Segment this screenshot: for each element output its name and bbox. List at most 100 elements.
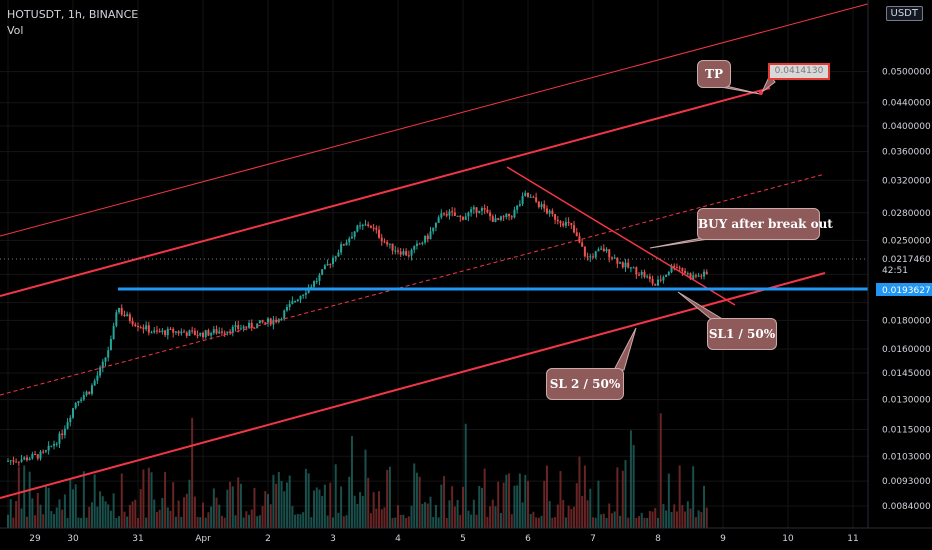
- candle-body: [619, 262, 622, 264]
- candle-body: [109, 338, 112, 351]
- candle-body: [678, 267, 681, 269]
- volume-bar: [394, 517, 397, 528]
- volume-bar: [272, 474, 275, 528]
- volume-bar: [564, 517, 567, 528]
- candle-body: [594, 251, 597, 258]
- volume-bar: [462, 486, 464, 528]
- x-tick-label: 10: [782, 534, 794, 544]
- candle-body: [23, 457, 26, 460]
- volume-bar: [55, 507, 58, 528]
- volume-bar: [128, 504, 131, 528]
- candle-body: [177, 331, 180, 334]
- volume-bar: [191, 417, 194, 528]
- currency-label[interactable]: USDT: [885, 6, 923, 21]
- volume-bar: [464, 423, 467, 528]
- candle-body: [15, 461, 18, 463]
- volume-bar: [372, 492, 375, 528]
- candle-body: [193, 330, 196, 336]
- volume-bar: [554, 517, 557, 528]
- volume-bar: [697, 510, 700, 528]
- volume-bar: [651, 511, 654, 528]
- volume-bar: [267, 494, 269, 528]
- volume-bar: [39, 504, 42, 528]
- volume-bar: [207, 512, 210, 528]
- candle-body: [583, 246, 586, 257]
- candle-body: [7, 460, 9, 462]
- volume-bar: [299, 514, 302, 528]
- candle-body: [234, 325, 237, 327]
- volume-bar: [570, 508, 573, 528]
- candle-body: [340, 244, 343, 253]
- candle-body: [388, 243, 391, 245]
- volume-bar: [63, 494, 66, 528]
- volume-bar: [426, 503, 429, 528]
- candle-body: [434, 222, 437, 228]
- volume-bar: [648, 511, 651, 528]
- volume-bar: [142, 469, 145, 528]
- candle-body: [242, 326, 245, 329]
- volume-bar: [386, 469, 389, 528]
- volume-bar: [20, 508, 23, 528]
- volume-bar: [90, 502, 93, 528]
- candle-body: [667, 272, 670, 275]
- candle-body: [418, 243, 421, 245]
- volume-bar: [489, 506, 492, 528]
- candle-body: [220, 331, 223, 333]
- candle-body: [429, 231, 432, 240]
- volume-bar: [88, 506, 91, 528]
- candle-body: [275, 319, 278, 322]
- candle-body: [415, 243, 418, 246]
- volume-bar: [480, 487, 483, 528]
- candle-body: [535, 197, 538, 202]
- candle-body: [302, 294, 305, 296]
- candle-body: [44, 450, 47, 452]
- candle-body: [556, 219, 559, 222]
- volume-bar: [443, 476, 446, 528]
- volume-bar: [602, 513, 605, 528]
- volume-bar: [594, 517, 597, 528]
- candle-body: [350, 236, 353, 239]
- candle-body: [63, 428, 66, 436]
- volume-bar: [643, 517, 646, 528]
- volume-bar: [505, 474, 508, 528]
- x-tick-label: 2: [265, 534, 271, 544]
- candle-body: [529, 196, 532, 198]
- candle-body: [686, 273, 689, 275]
- volume-bar: [654, 507, 657, 528]
- volume-bar: [256, 516, 259, 528]
- volume-bar: [234, 515, 237, 528]
- volume-bar: [548, 501, 551, 528]
- candle-body: [153, 330, 156, 333]
- volume-bar: [391, 517, 394, 528]
- candle-body: [632, 267, 635, 269]
- volume-bar: [302, 512, 305, 528]
- volume-bar: [632, 445, 635, 528]
- candle-body: [128, 314, 131, 322]
- candle-body: [120, 307, 123, 315]
- volume-bar: [199, 517, 202, 528]
- volume-bar: [491, 499, 494, 528]
- candle-body: [166, 328, 169, 336]
- volume-bar: [348, 476, 351, 528]
- candle-body: [372, 227, 375, 229]
- tp-callout: TP: [697, 60, 731, 88]
- last-price-tag: [876, 252, 932, 278]
- candle-body: [394, 250, 397, 252]
- outer-channel-line: [0, 1, 876, 237]
- candle-body: [223, 332, 226, 334]
- volume-bar: [242, 517, 245, 528]
- candle-body: [608, 249, 611, 258]
- candle-body: [564, 221, 567, 226]
- volume-bar: [296, 513, 299, 528]
- candle-body: [58, 433, 61, 444]
- volume-bar: [369, 513, 372, 528]
- volume-bar: [85, 517, 88, 528]
- volume-bar: [77, 517, 80, 528]
- candle-body: [513, 209, 516, 218]
- y-tick-label: 0.0360000: [882, 148, 931, 158]
- volume-bar: [104, 501, 107, 528]
- candle-body: [437, 217, 440, 223]
- volume-bar: [662, 504, 665, 528]
- volume-bar: [629, 430, 632, 528]
